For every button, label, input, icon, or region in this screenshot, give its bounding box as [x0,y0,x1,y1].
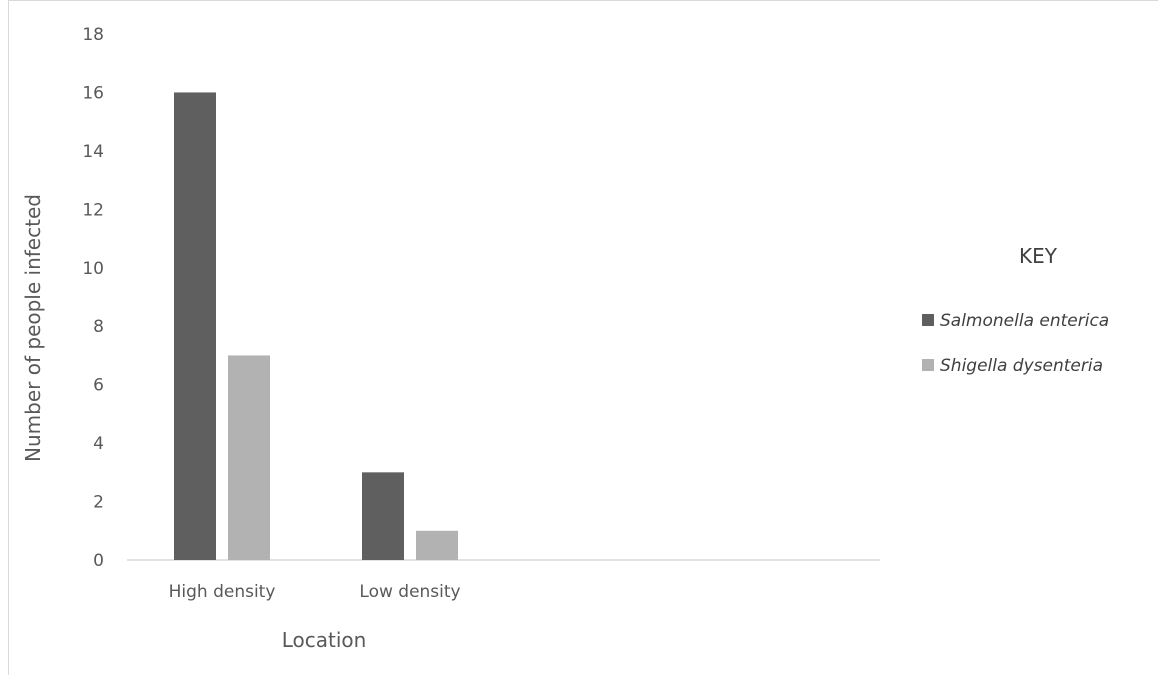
legend-label: Salmonella enterica [940,311,1109,331]
bar-salmonella-enterica-high-density [174,92,216,560]
y-tick-label: 18 [82,25,104,45]
legend-swatch [922,359,934,371]
y-tick-label: 4 [93,434,104,454]
chart-frame [8,0,1158,675]
bar-salmonella-enterica-low-density [362,472,404,560]
x-tick-label: Low density [359,582,460,602]
bar-shigella-dysenteria-high-density [228,355,270,560]
bar-shigella-dysenteria-low-density [416,530,458,560]
y-tick-label: 10 [82,259,104,279]
legend: Salmonella enterica Shigella dysenteria [922,311,1109,376]
x-tick-label: High density [169,582,276,602]
y-tick-label: 14 [82,142,104,162]
legend-title: KEY [1019,244,1058,268]
legend-swatch [922,314,934,326]
y-tick-label: 8 [93,317,104,337]
y-axis-title: Number of people infected [21,194,45,462]
y-tick-label: 6 [93,376,104,396]
x-axis-ticks: High density Low density [169,582,461,602]
y-axis-ticks: 0 2 4 6 8 10 12 14 16 18 [82,25,104,571]
bars [174,92,458,560]
y-tick-label: 0 [93,551,104,571]
x-axis-title: Location [282,628,367,652]
y-tick-label: 2 [93,493,104,513]
legend-label: Shigella dysenteria [940,356,1103,376]
y-tick-label: 16 [82,83,104,103]
y-tick-label: 12 [82,200,104,220]
